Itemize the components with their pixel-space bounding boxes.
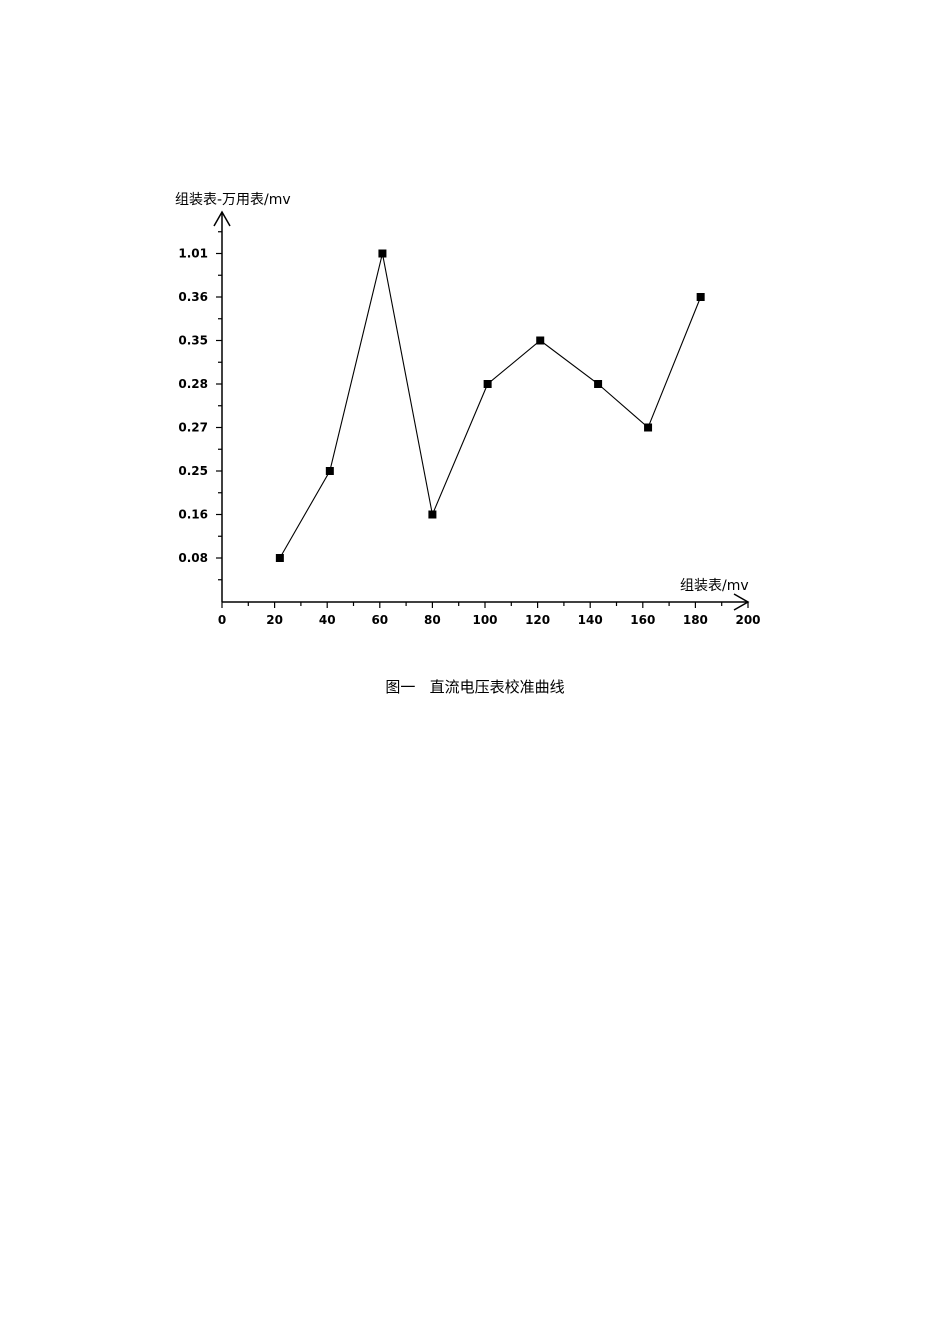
data-point-marker bbox=[275, 554, 284, 562]
data-point-marker bbox=[536, 336, 545, 345]
y-tick-label: 1.01 bbox=[178, 247, 208, 261]
y-axis-ticks: 0.08 0.16 0.25 0.27 0.28 0.35 0.36 1.01 bbox=[178, 231, 222, 581]
y-tick-label: 0.25 bbox=[178, 464, 208, 478]
y-axis-arrow bbox=[213, 210, 231, 227]
data-point-marker bbox=[483, 380, 492, 388]
data-point-marker bbox=[325, 467, 334, 475]
y-tick-label: 0.08 bbox=[178, 551, 208, 565]
x-axis-ticks: 0 20 40 60 80 100 120 140 160 180 200 bbox=[218, 602, 761, 627]
x-tick-label: 0 bbox=[218, 613, 226, 627]
x-tick-label: 140 bbox=[578, 613, 603, 627]
x-tick-label: 40 bbox=[319, 613, 336, 627]
y-tick-label: 0.35 bbox=[178, 334, 208, 348]
x-tick-label: 120 bbox=[525, 613, 550, 627]
x-tick-label: 160 bbox=[630, 613, 655, 627]
chart: 0.08 0.16 0.25 0.27 0.28 0.35 0.36 1.01 0 20 40 60… bbox=[175, 192, 761, 627]
x-tick-label: 200 bbox=[735, 613, 760, 627]
x-tick-label: 100 bbox=[472, 613, 497, 627]
x-tick-label: 180 bbox=[683, 613, 708, 627]
y-axis-title: 组装表-万用表/mv bbox=[175, 192, 291, 208]
y-tick-label: 0.16 bbox=[178, 508, 208, 522]
data-point-marker bbox=[594, 380, 603, 388]
y-tick-label: 0.27 bbox=[178, 421, 208, 435]
data-point-marker bbox=[378, 249, 387, 258]
axes bbox=[213, 210, 750, 611]
x-tick-label: 60 bbox=[371, 613, 388, 627]
x-axis-title: 组装表/mv bbox=[680, 578, 749, 594]
y-tick-label: 0.28 bbox=[178, 377, 208, 391]
y-tick-label: 0.36 bbox=[178, 290, 208, 304]
data-point-marker bbox=[644, 423, 653, 432]
x-tick-label: 20 bbox=[266, 613, 283, 627]
data-series bbox=[275, 249, 705, 562]
figure-caption: 图一 直流电压表校准曲线 bbox=[385, 678, 565, 696]
data-point-marker bbox=[428, 510, 437, 519]
x-tick-label: 80 bbox=[424, 613, 441, 627]
series-line bbox=[279, 253, 702, 559]
data-point-marker bbox=[696, 293, 705, 301]
